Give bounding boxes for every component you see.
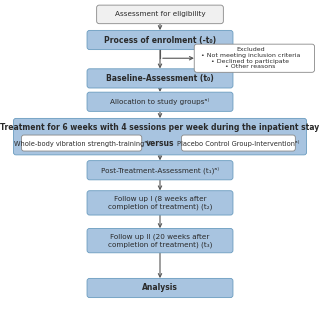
- FancyBboxPatch shape: [21, 135, 142, 151]
- Text: versus: versus: [146, 139, 174, 148]
- FancyBboxPatch shape: [87, 278, 233, 298]
- FancyBboxPatch shape: [13, 118, 307, 155]
- Text: Process of enrolment (-t₀): Process of enrolment (-t₀): [104, 36, 216, 44]
- FancyBboxPatch shape: [87, 191, 233, 215]
- FancyBboxPatch shape: [87, 69, 233, 88]
- FancyBboxPatch shape: [87, 161, 233, 180]
- Text: Baseline-Assessment (t₀): Baseline-Assessment (t₀): [106, 74, 214, 83]
- FancyBboxPatch shape: [194, 44, 315, 72]
- Text: Post-Treatment-Assessment (t₁)ᵃ⁾: Post-Treatment-Assessment (t₁)ᵃ⁾: [101, 166, 219, 174]
- Text: Analysis: Analysis: [142, 284, 178, 292]
- Text: Assessment for eligibility: Assessment for eligibility: [115, 12, 205, 17]
- Text: Whole-body vibration strength-trainingᵃ⁾: Whole-body vibration strength-trainingᵃ⁾: [14, 140, 149, 147]
- FancyBboxPatch shape: [97, 5, 223, 24]
- Text: Treatment for 6 weeks with 4 sessions per week during the inpatient stay: Treatment for 6 weeks with 4 sessions pe…: [0, 123, 320, 132]
- Text: Follow up II (20 weeks after
completion of treatment) (t₃): Follow up II (20 weeks after completion …: [108, 234, 212, 248]
- Text: Allocation to study groupsᵃ⁾: Allocation to study groupsᵃ⁾: [110, 98, 210, 105]
- FancyBboxPatch shape: [181, 135, 295, 151]
- FancyBboxPatch shape: [87, 30, 233, 50]
- FancyBboxPatch shape: [87, 228, 233, 253]
- FancyBboxPatch shape: [87, 92, 233, 111]
- Text: Follow up I (8 weeks after
completion of treatment) (t₂): Follow up I (8 weeks after completion of…: [108, 196, 212, 210]
- Text: Placebo Control Group-Interventionᵃ⁾: Placebo Control Group-Interventionᵃ⁾: [177, 140, 300, 147]
- Text: Excluded
• Not meeting inclusion criteria
• Declined to participate
• Other reas: Excluded • Not meeting inclusion criteri…: [201, 47, 300, 69]
